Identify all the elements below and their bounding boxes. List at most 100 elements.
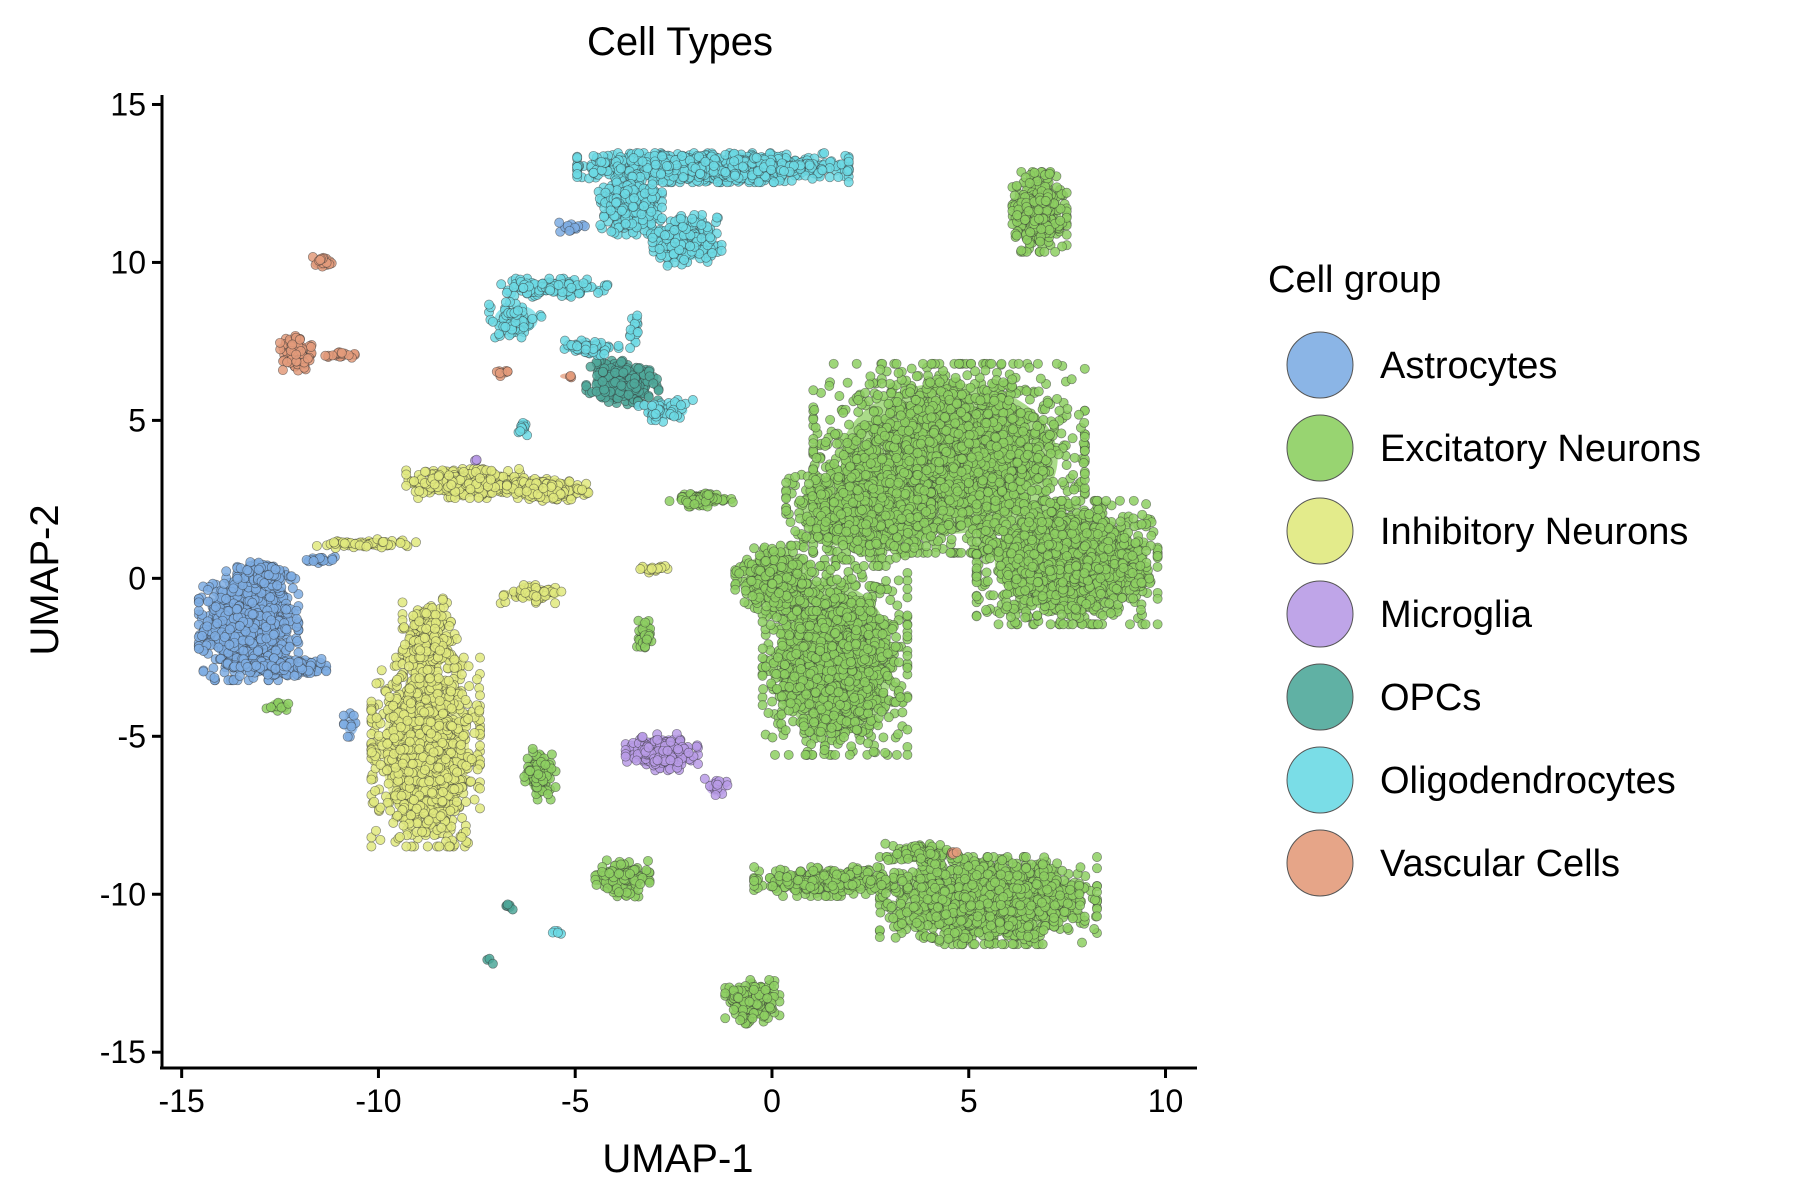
point-excitatory-neurons [1141, 545, 1152, 556]
point-excitatory-neurons [879, 430, 890, 441]
point-excitatory-neurons [997, 486, 1008, 497]
point-excitatory-neurons [1066, 374, 1077, 385]
point-excitatory-neurons [956, 389, 967, 400]
point-excitatory-neurons [828, 358, 839, 369]
point-excitatory-neurons [859, 420, 870, 431]
point-excitatory-neurons [950, 372, 961, 383]
point-excitatory-neurons [1079, 363, 1090, 374]
point-astrocytes [224, 639, 235, 650]
point-astrocytes [346, 721, 357, 732]
point-excitatory-neurons [1103, 543, 1114, 554]
point-excitatory-neurons [1135, 604, 1146, 615]
point-astrocytes [197, 631, 208, 641]
point-excitatory-neurons [998, 526, 1009, 536]
point-excitatory-neurons [1114, 495, 1125, 506]
point-excitatory-neurons [1015, 408, 1026, 419]
point-excitatory-neurons [971, 591, 982, 602]
point-excitatory-neurons [1035, 373, 1046, 384]
point-astrocytes [228, 583, 239, 594]
point-excitatory-neurons [838, 407, 849, 418]
point-excitatory-neurons [1044, 566, 1055, 577]
point-excitatory-neurons [970, 366, 981, 377]
point-excitatory-neurons [993, 619, 1004, 630]
point-excitatory-neurons [808, 385, 819, 396]
point-excitatory-neurons [1032, 358, 1043, 369]
point-excitatory-neurons [925, 377, 936, 388]
point-excitatory-neurons [1115, 516, 1126, 527]
point-excitatory-neurons [872, 390, 883, 401]
point-astrocytes [265, 592, 276, 603]
point-excitatory-neurons [1057, 577, 1068, 588]
point-excitatory-neurons [1019, 530, 1030, 541]
point-excitatory-neurons [893, 368, 904, 378]
point-excitatory-neurons [964, 430, 975, 441]
point-astrocytes [287, 583, 298, 594]
point-astrocytes [281, 604, 292, 615]
point-excitatory-neurons [953, 428, 964, 439]
point-excitatory-neurons [1015, 436, 1026, 447]
point-astrocytes [289, 670, 300, 681]
point-excitatory-neurons [1045, 498, 1056, 508]
point-excitatory-neurons [1119, 532, 1130, 543]
point-astrocytes [272, 580, 283, 591]
point-excitatory-neurons [989, 395, 1000, 406]
point-excitatory-neurons [986, 358, 997, 369]
point-astrocytes [202, 621, 213, 632]
point-excitatory-neurons [825, 414, 836, 425]
point-astrocytes [219, 578, 230, 589]
point-astrocytes [221, 566, 232, 577]
point-excitatory-neurons [1093, 504, 1104, 515]
point-astrocytes [270, 564, 281, 575]
point-excitatory-neurons [981, 501, 992, 512]
point-excitatory-neurons [988, 590, 999, 601]
point-astrocytes [247, 597, 258, 608]
point-excitatory-neurons [1152, 561, 1163, 572]
point-excitatory-neurons [824, 380, 835, 391]
point-excitatory-neurons [1024, 362, 1035, 373]
point-excitatory-neurons [1003, 570, 1014, 580]
point-excitatory-neurons [998, 377, 1009, 388]
point-excitatory-neurons [891, 358, 902, 369]
point-excitatory-neurons [993, 450, 1004, 460]
point-excitatory-neurons [1068, 469, 1079, 480]
point-excitatory-neurons [1057, 530, 1068, 540]
point-astrocytes [286, 571, 297, 582]
point-excitatory-neurons [934, 377, 945, 388]
point-excitatory-neurons [1062, 403, 1073, 414]
point-excitatory-neurons [1130, 537, 1141, 548]
point-excitatory-neurons [1078, 458, 1089, 468]
point-excitatory-neurons [944, 495, 955, 506]
point-excitatory-neurons [1024, 394, 1035, 405]
point-excitatory-neurons [1002, 589, 1013, 600]
point-excitatory-neurons [851, 358, 862, 369]
point-excitatory-neurons [1079, 541, 1090, 552]
point-excitatory-neurons [1026, 485, 1037, 496]
point-excitatory-neurons [1128, 513, 1139, 524]
point-excitatory-neurons [956, 520, 967, 531]
point-excitatory-neurons [981, 567, 992, 578]
point-excitatory-neurons [983, 544, 994, 555]
point-excitatory-neurons [943, 520, 954, 530]
point-excitatory-neurons [941, 446, 952, 457]
point-excitatory-neurons [1128, 495, 1139, 506]
point-excitatory-neurons [971, 514, 982, 525]
point-astrocytes [209, 672, 220, 683]
point-excitatory-neurons [905, 387, 916, 398]
point-excitatory-neurons [1118, 562, 1129, 573]
point-excitatory-neurons [1146, 530, 1157, 541]
point-excitatory-neurons [1092, 619, 1103, 630]
point-excitatory-neurons [1061, 551, 1072, 562]
point-excitatory-neurons [868, 406, 879, 417]
point-excitatory-neurons [820, 437, 831, 447]
point-excitatory-neurons [1061, 460, 1072, 470]
point-excitatory-neurons [1032, 610, 1043, 621]
series-astrocytes [193, 217, 590, 742]
point-excitatory-neurons [1056, 428, 1067, 439]
point-excitatory-neurons [1111, 584, 1122, 594]
point-excitatory-neurons [957, 507, 968, 518]
point-excitatory-neurons [1003, 395, 1014, 406]
point-excitatory-neurons [844, 419, 854, 430]
point-astrocytes [210, 601, 221, 612]
point-excitatory-neurons [864, 379, 875, 390]
point-astrocytes [281, 624, 292, 635]
